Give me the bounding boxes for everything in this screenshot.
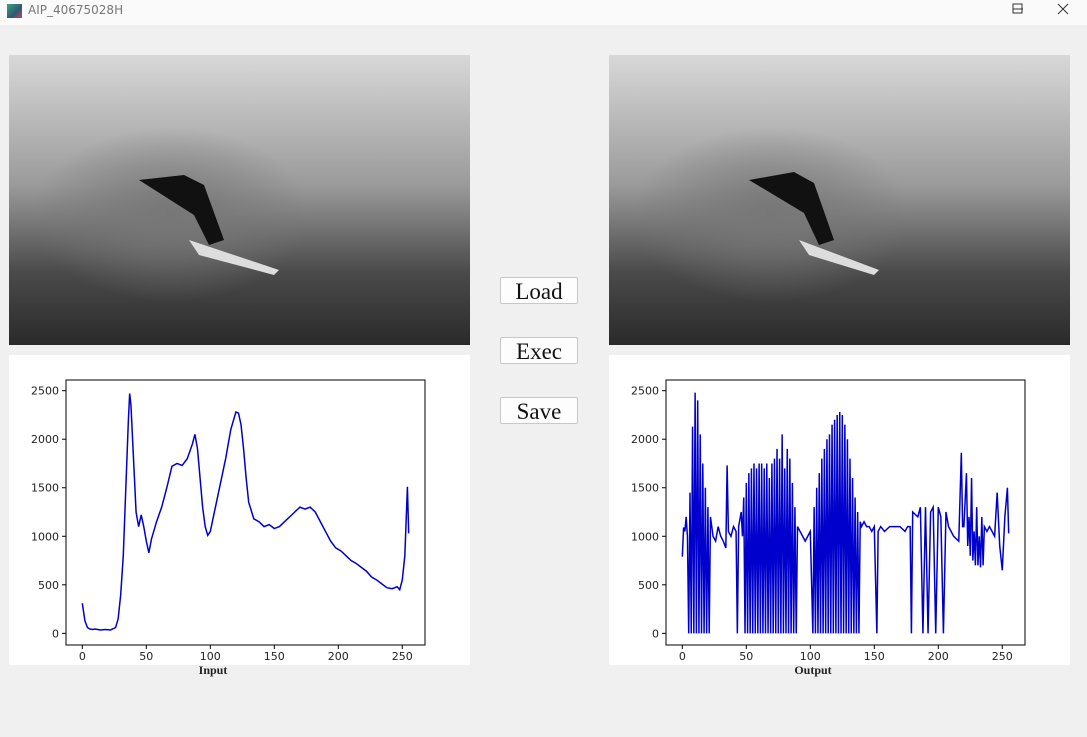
x-tick-label: 0 (679, 650, 686, 663)
x-axis-caption: Output (794, 663, 831, 677)
plot-frame (65, 379, 426, 646)
x-tick-label: 150 (264, 650, 285, 663)
x-tick-label: 50 (739, 650, 753, 663)
y-tick-label: 1000 (631, 530, 659, 543)
x-tick-label: 250 (992, 650, 1013, 663)
y-tick-label: 0 (652, 627, 659, 640)
y-tick-label: 2500 (31, 385, 59, 398)
load-button[interactable]: Load (500, 277, 578, 304)
x-tick-label: 200 (928, 650, 949, 663)
y-tick-label: 1000 (31, 530, 59, 543)
window-title: AIP_40675028H (28, 3, 124, 17)
x-tick-label: 100 (800, 650, 821, 663)
plot-frame (665, 379, 1026, 646)
x-tick-label: 0 (79, 650, 86, 663)
title-bar: AIP_40675028H (0, 0, 1087, 25)
x-tick-label: 250 (392, 650, 413, 663)
histogram-line (681, 392, 1010, 634)
x-tick-label: 150 (864, 650, 885, 663)
y-tick-label: 2500 (631, 385, 659, 398)
output-image (609, 55, 1070, 345)
y-tick-label: 500 (38, 579, 59, 592)
y-tick-label: 2000 (631, 433, 659, 446)
y-tick-label: 1500 (631, 482, 659, 495)
app-icon (7, 4, 22, 18)
minimize-button[interactable] (995, 0, 1041, 25)
input-image (9, 55, 470, 345)
close-button[interactable] (1040, 0, 1086, 25)
exec-button[interactable]: Exec (500, 337, 578, 364)
chart-panel (9, 355, 470, 665)
y-tick-label: 500 (638, 579, 659, 592)
maximize-button[interactable] (995, 0, 1041, 25)
x-tick-label: 200 (328, 650, 349, 663)
x-tick-label: 100 (200, 650, 221, 663)
y-tick-label: 1500 (31, 482, 59, 495)
y-tick-label: 0 (52, 627, 59, 640)
y-tick-label: 2000 (31, 433, 59, 446)
x-tick-label: 50 (139, 650, 153, 663)
save-button[interactable]: Save (500, 397, 578, 424)
output-histogram: 0 50 100 150 200 25005001000150020002500Outpu… (609, 355, 1070, 677)
x-axis-caption: Input (199, 663, 228, 677)
histogram-line (81, 393, 410, 631)
